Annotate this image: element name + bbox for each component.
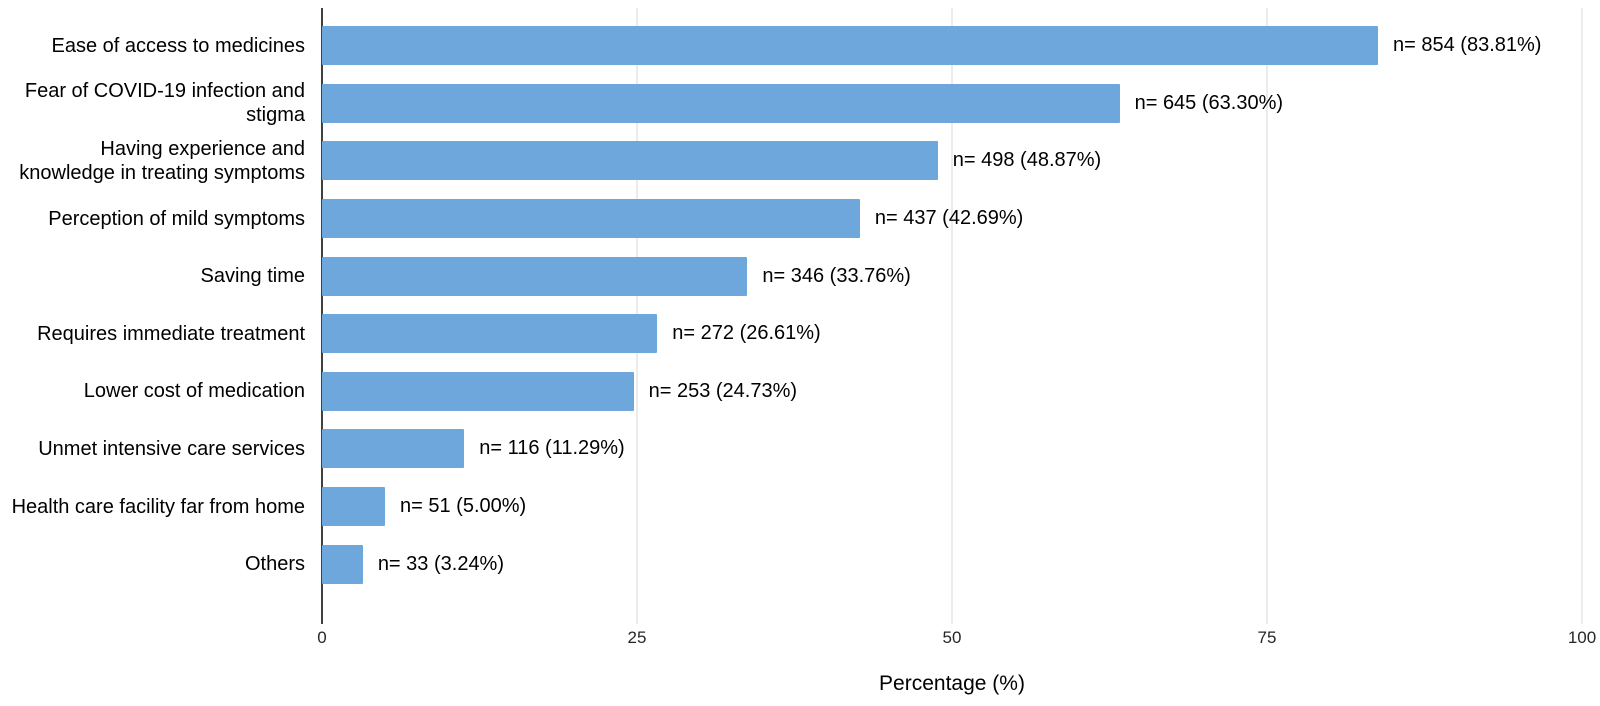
bar-value-label: n= 51 (5.00%): [400, 495, 527, 518]
bar: [322, 314, 658, 354]
bar: [322, 199, 860, 239]
category-label: Requires immediate treatment: [37, 322, 305, 345]
chart-row: Lower cost of medication n= 253 (24.73%): [0, 363, 1600, 421]
chart-row: Ease of access to medicines n= 854 (83.81…: [0, 17, 1600, 75]
category-label: Ease of access to medicines: [51, 34, 305, 57]
category-label: Others: [244, 553, 305, 576]
x-axis-title: Percentage (%): [879, 672, 1025, 695]
category-label: Lower cost of medication: [83, 380, 305, 403]
bar-track: n= 645 (63.30%): [322, 83, 1582, 123]
bar: [322, 26, 1378, 66]
bar-value-label: n= 33 (3.24%): [377, 552, 505, 575]
x-tick-label-25: 25: [627, 628, 647, 647]
x-tick-label-75: 75: [1257, 628, 1277, 647]
bar-value-label: n= 272 (26.61%): [672, 322, 821, 345]
x-axis-ticks: 0 25 50 75 100: [317, 628, 1596, 650]
category-label: Perception of mild symptoms: [48, 207, 305, 230]
gridline-100: [1581, 8, 1583, 624]
chart-row: Having experience and knowledge in treat…: [0, 132, 1600, 190]
bar-value-label: n= 498 (48.87%): [952, 149, 1102, 172]
chart-row: Fear of COVID-19 infection and stigma n= …: [0, 75, 1600, 133]
bar-track: n= 51 (5.00%): [322, 487, 1582, 527]
category-label: Unmet intensive care services: [38, 437, 305, 460]
chart-row: Saving time n= 346 (33.76%): [0, 247, 1600, 305]
bar-value-label: n= 346 (33.76%): [762, 264, 911, 287]
x-tick-label-100: 100: [1567, 628, 1597, 647]
bar: [322, 83, 1120, 123]
x-tick-label-0: 0: [317, 628, 327, 647]
bar: [322, 429, 465, 469]
chart-row: Health care facility far from home n= 51 …: [0, 478, 1600, 536]
x-tick-label-50: 50: [942, 628, 962, 647]
bar: [322, 256, 748, 296]
bar-value-label: n= 437 (42.69%): [874, 207, 1024, 230]
gridline-50: [951, 8, 953, 624]
bar-rows: Ease of access to medicines n= 854 (83.81…: [0, 17, 1600, 593]
bar-value-label: n= 253 (24.73%): [648, 379, 798, 402]
bar-value-label: n= 854 (83.81%): [1393, 34, 1542, 57]
bar-track: n= 33 (3.24%): [322, 544, 1582, 584]
bar-value-label: n= 116 (11.29%): [479, 437, 625, 460]
bar: [322, 371, 634, 411]
bar: [322, 487, 385, 527]
bar: [322, 141, 938, 181]
chart-row: Unmet intensive care services n= 116 (11.…: [0, 420, 1600, 478]
bar-track: n= 253 (24.73%): [322, 371, 1582, 411]
chart-row: Requires immediate treatment n= 272 (26.6…: [0, 305, 1600, 363]
bar-track: n= 854 (83.81%): [322, 26, 1582, 66]
bar-value-label: n= 645 (63.30%): [1134, 91, 1284, 114]
bar-track: n= 116 (11.29%): [322, 429, 1582, 469]
category-label: Saving time: [200, 265, 306, 288]
chart-row: Others n= 33 (3.24%): [0, 535, 1600, 593]
bar-track: n= 498 (48.87%): [322, 141, 1582, 181]
bar-track: n= 437 (42.69%): [322, 199, 1582, 239]
gridline-75: [1266, 8, 1268, 624]
category-label: Health care facility far from home: [11, 495, 305, 518]
chart-row: Perception of mild symptoms n= 437 (42.69…: [0, 190, 1600, 248]
bar: [322, 544, 363, 584]
bar-track: n= 272 (26.61%): [322, 314, 1582, 354]
bar-track: n= 346 (33.76%): [322, 256, 1582, 296]
category-label: Having experience and knowledge in treat…: [19, 137, 305, 184]
category-label: Fear of COVID-19 infection and stigma: [24, 80, 305, 127]
